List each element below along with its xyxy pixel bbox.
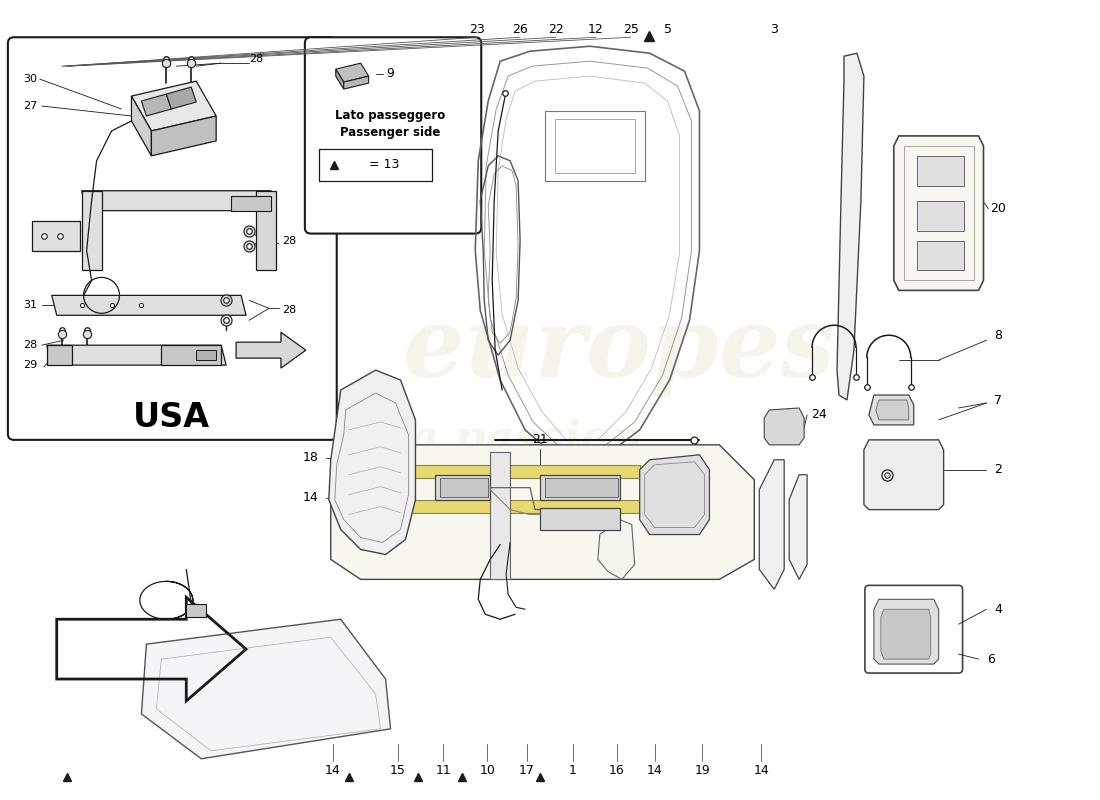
Text: 1: 1 — [569, 764, 576, 778]
Text: 22: 22 — [548, 22, 564, 36]
Text: 31: 31 — [23, 300, 36, 310]
Polygon shape — [162, 345, 221, 365]
Text: 28: 28 — [249, 54, 263, 64]
Text: USA: USA — [133, 402, 210, 434]
Polygon shape — [47, 345, 72, 365]
Polygon shape — [873, 599, 938, 664]
Text: 28: 28 — [282, 235, 296, 246]
Polygon shape — [916, 241, 964, 270]
Polygon shape — [864, 440, 944, 510]
Polygon shape — [32, 221, 79, 250]
Polygon shape — [436, 474, 491, 500]
FancyBboxPatch shape — [319, 149, 432, 181]
Text: 27: 27 — [23, 101, 37, 111]
Text: 8: 8 — [994, 329, 1002, 342]
Polygon shape — [142, 94, 172, 116]
Polygon shape — [491, 452, 510, 579]
Polygon shape — [196, 350, 217, 360]
Polygon shape — [876, 400, 909, 420]
Polygon shape — [152, 116, 217, 156]
Text: 14: 14 — [324, 764, 341, 778]
Text: 15: 15 — [389, 764, 406, 778]
Text: Passenger side: Passenger side — [340, 126, 441, 139]
Polygon shape — [331, 445, 755, 579]
Polygon shape — [916, 156, 964, 186]
FancyBboxPatch shape — [8, 38, 337, 440]
Text: 26: 26 — [513, 22, 528, 36]
Polygon shape — [186, 604, 206, 618]
Polygon shape — [142, 619, 390, 758]
Text: 4: 4 — [994, 602, 1002, 616]
Polygon shape — [764, 408, 804, 445]
Polygon shape — [869, 395, 914, 425]
Text: 16: 16 — [609, 764, 625, 778]
Polygon shape — [236, 332, 306, 368]
Text: 17: 17 — [519, 764, 535, 778]
Text: 25: 25 — [623, 22, 639, 36]
Text: 3: 3 — [770, 22, 778, 36]
Text: 24: 24 — [811, 409, 827, 422]
Polygon shape — [336, 69, 343, 89]
Polygon shape — [81, 190, 276, 210]
Text: 6: 6 — [988, 653, 996, 666]
Polygon shape — [916, 201, 964, 230]
FancyBboxPatch shape — [865, 586, 962, 673]
Polygon shape — [371, 465, 640, 478]
Polygon shape — [881, 610, 931, 659]
Text: 23: 23 — [470, 22, 485, 36]
Polygon shape — [256, 190, 276, 270]
Polygon shape — [132, 96, 152, 156]
Text: 28: 28 — [282, 306, 296, 315]
Text: 21: 21 — [532, 434, 548, 446]
Text: Lato passeggero: Lato passeggero — [336, 110, 446, 122]
Text: 14: 14 — [304, 491, 319, 504]
Text: 29: 29 — [23, 360, 37, 370]
Polygon shape — [789, 474, 807, 579]
Polygon shape — [47, 345, 227, 365]
Text: 10: 10 — [480, 764, 495, 778]
Polygon shape — [540, 474, 619, 500]
Text: europes: europes — [403, 303, 836, 397]
Text: = 13: = 13 — [368, 158, 399, 171]
Text: 19: 19 — [694, 764, 711, 778]
Polygon shape — [837, 54, 864, 400]
Polygon shape — [759, 460, 784, 590]
Polygon shape — [343, 76, 368, 89]
Text: 9: 9 — [386, 66, 395, 80]
Polygon shape — [132, 81, 217, 131]
Polygon shape — [640, 455, 710, 534]
Text: 12: 12 — [588, 22, 604, 36]
Polygon shape — [166, 87, 196, 109]
Polygon shape — [894, 136, 983, 290]
Text: 20: 20 — [990, 202, 1006, 215]
Polygon shape — [544, 478, 618, 497]
Text: 14: 14 — [647, 764, 662, 778]
Polygon shape — [597, 519, 635, 579]
Polygon shape — [540, 508, 619, 530]
Text: a passion...: a passion... — [410, 418, 690, 462]
Text: 28: 28 — [23, 340, 37, 350]
Text: 14: 14 — [754, 764, 769, 778]
Text: 18: 18 — [302, 451, 319, 464]
Text: 2: 2 — [994, 463, 1002, 476]
Polygon shape — [371, 500, 640, 513]
Polygon shape — [336, 63, 368, 82]
Polygon shape — [231, 196, 271, 210]
Polygon shape — [52, 295, 246, 315]
Text: 11: 11 — [436, 764, 451, 778]
Polygon shape — [440, 478, 488, 497]
Text: 5: 5 — [663, 22, 672, 36]
Text: 30: 30 — [23, 74, 36, 84]
Text: 7: 7 — [994, 394, 1002, 406]
Polygon shape — [329, 370, 416, 554]
FancyBboxPatch shape — [305, 38, 481, 234]
Polygon shape — [81, 190, 101, 270]
